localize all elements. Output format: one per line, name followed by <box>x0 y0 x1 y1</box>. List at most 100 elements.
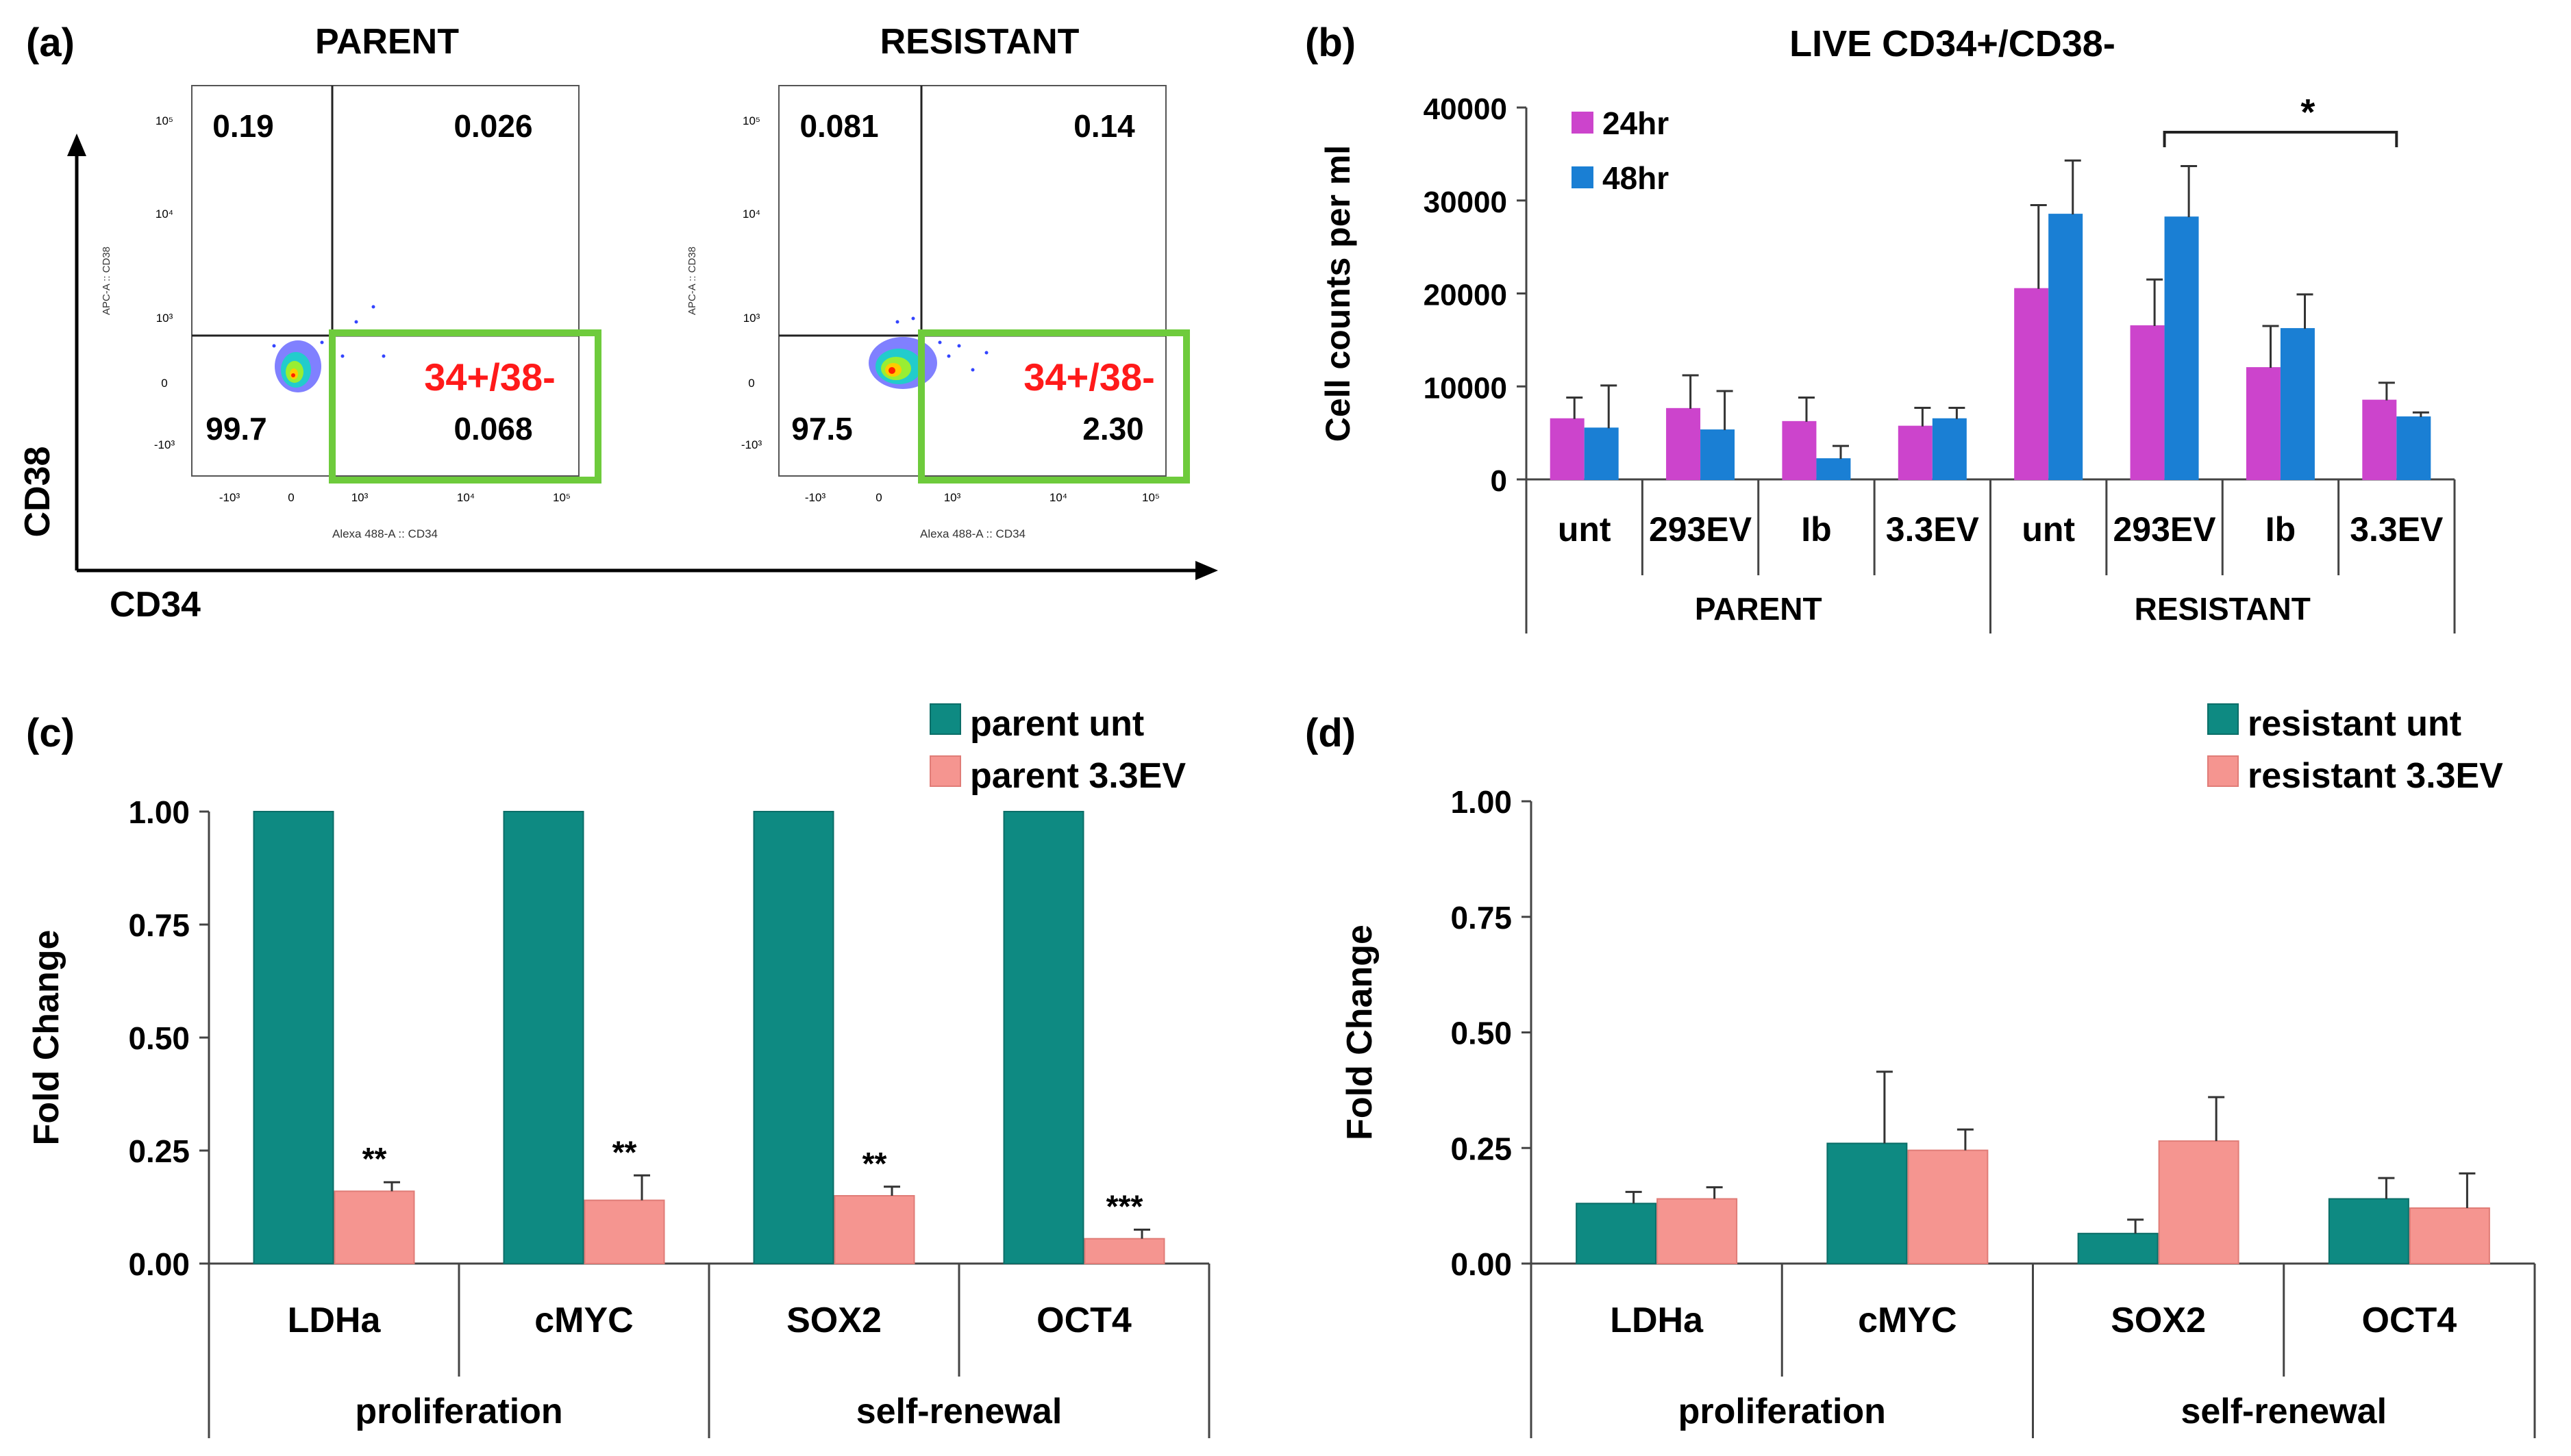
x-tick-label: 10⁵ <box>1142 491 1160 504</box>
bar-24hr <box>2130 325 2165 481</box>
x-group-label: proliferation <box>355 1392 562 1431</box>
significance-bracket <box>2163 131 2398 147</box>
flow-plot-title: PARENT <box>315 22 459 62</box>
y-tick-label: 0.25 <box>128 1133 190 1169</box>
y-tick-label: 0.00 <box>1450 1246 1512 1282</box>
x-tick-label: 0 <box>875 491 882 504</box>
x-category-label: 293EV <box>2113 510 2217 549</box>
cd38-axis-arrow-icon <box>67 134 86 156</box>
x-group-label: proliferation <box>1678 1392 1886 1431</box>
panel-b-label: (b) <box>1305 21 1356 65</box>
flow-plot-frame <box>778 85 1167 477</box>
gate-box <box>918 329 1190 484</box>
panel-c-label: (c) <box>26 711 75 755</box>
bar-48hr <box>1584 427 1619 481</box>
y-tick-label: 0 <box>161 377 167 390</box>
legend-label: parent unt <box>970 704 1144 744</box>
y-axis-label: Fold Change <box>1340 925 1380 1140</box>
y-tick-label: -10³ <box>154 438 175 451</box>
bar-parent-unt <box>253 811 334 1264</box>
density-cluster <box>869 316 989 389</box>
y-tick-label: 10³ <box>156 312 173 325</box>
significance-marker: * <box>2300 92 2315 133</box>
bar-parent-3-3ev <box>834 1195 915 1264</box>
bar-resistant-unt <box>1576 1203 1657 1264</box>
x-category-label: SOX2 <box>786 1301 882 1340</box>
x-category-label: cMYC <box>534 1301 633 1340</box>
y-tick-label: 0 <box>748 377 754 390</box>
legend-swatch <box>2207 703 2239 735</box>
y-tick-label: 40000 <box>1424 92 1507 126</box>
legend-label: parent 3.3EV <box>970 756 1186 796</box>
panel-d-label: (d) <box>1305 711 1356 755</box>
significance-marker: ** <box>362 1141 387 1177</box>
x-group-label: self-renewal <box>2181 1392 2387 1431</box>
legend-label: resistant 3.3EV <box>2248 756 2503 796</box>
x-tick-label: 10⁴ <box>1049 491 1067 504</box>
significance-marker: ** <box>612 1134 637 1170</box>
bar-24hr <box>1550 418 1585 481</box>
y-tick-label: 10³ <box>743 312 760 325</box>
panel-a-label: (a) <box>26 21 75 65</box>
panel-c: (c) 0.00 0.25 0.50 0.75 1.00 Fold Change LDHa cM… <box>26 703 1210 1438</box>
plot-x-label: Alexa 488-A :: CD34 <box>920 527 1026 540</box>
bar-48hr <box>2048 214 2083 480</box>
x-tick-label: -10³ <box>219 491 240 504</box>
bar-48hr <box>2280 328 2315 480</box>
legend-swatch <box>930 703 961 735</box>
y-tick-label: 10000 <box>1424 371 1507 405</box>
bar-24hr <box>1898 425 1933 480</box>
bar-parent-unt <box>753 811 834 1264</box>
cd34-axis-label: CD34 <box>110 585 201 625</box>
y-tick-label: 10⁵ <box>743 114 760 127</box>
x-tick-label: 10⁵ <box>553 491 571 504</box>
y-tick-label: 0.75 <box>128 907 190 943</box>
y-tick-label: 10⁴ <box>743 208 760 221</box>
y-tick-label: 0.25 <box>1450 1131 1512 1166</box>
bar-24hr <box>1666 407 1701 481</box>
x-tick-label: 10³ <box>351 491 369 504</box>
quadrant-ul-value: 0.19 <box>212 108 274 144</box>
y-tick-label: 0.50 <box>128 1020 190 1056</box>
y-axis-label: Cell counts per ml <box>1319 145 1357 442</box>
legend-label: resistant unt <box>2248 704 2461 744</box>
bar-48hr <box>2396 416 2431 480</box>
bar-48hr <box>2164 216 2199 480</box>
y-tick-label: 1.00 <box>1450 784 1512 820</box>
bar-resistant-3-3ev <box>1907 1149 1989 1264</box>
bar-48hr <box>1816 458 1851 481</box>
x-category-label: OCT4 <box>2362 1301 2457 1340</box>
chart-title: LIVE CD34+/CD38- <box>1789 23 2115 64</box>
bar-48hr <box>1932 418 1967 481</box>
y-tick-label: -10³ <box>741 438 762 451</box>
bar-24hr <box>2362 399 2397 480</box>
quadrant-ll-value: 99.7 <box>206 411 267 447</box>
y-tick-label: 30000 <box>1424 186 1507 219</box>
x-group-label: self-renewal <box>856 1392 1063 1431</box>
bar-48hr <box>1700 429 1735 480</box>
bar-resistant-unt <box>1826 1142 1908 1264</box>
panel-d: (d) 0.00 0.25 0.50 0.75 1.00 Fold Change LDHa cM… <box>1305 703 2536 1438</box>
legend-label: 48hr <box>1602 160 1669 196</box>
x-category-label: unt <box>1558 510 1611 549</box>
y-tick-label: 10⁴ <box>156 208 173 221</box>
x-group-label: RESISTANT <box>2135 591 2311 627</box>
x-tick-label: -10³ <box>805 491 826 504</box>
cd34-axis-arrow-icon <box>1195 561 1218 580</box>
quadrant-lr-value: 2.30 <box>1082 411 1144 447</box>
panel-b: (b) LIVE CD34+/CD38- 0 10000 20000 30000 40000… <box>1305 21 2456 633</box>
y-tick-label: 10⁵ <box>156 114 173 127</box>
density-cluster <box>272 305 386 392</box>
bar-resistant-3-3ev <box>1656 1198 1738 1264</box>
bar-resistant-unt <box>2077 1233 2159 1264</box>
quadrant-ll-value: 97.5 <box>791 411 853 447</box>
x-tick-label: 10³ <box>944 491 961 504</box>
x-category-label: SOX2 <box>2111 1301 2206 1340</box>
cd38-axis-label: CD38 <box>18 447 58 538</box>
x-category-label: OCT4 <box>1036 1301 1132 1340</box>
bar-24hr <box>2014 288 2049 480</box>
x-category-label: Ib <box>1801 510 1831 549</box>
quadrant-ur-value: 0.026 <box>454 108 532 144</box>
gate-label: 34+/38- <box>1023 355 1155 399</box>
